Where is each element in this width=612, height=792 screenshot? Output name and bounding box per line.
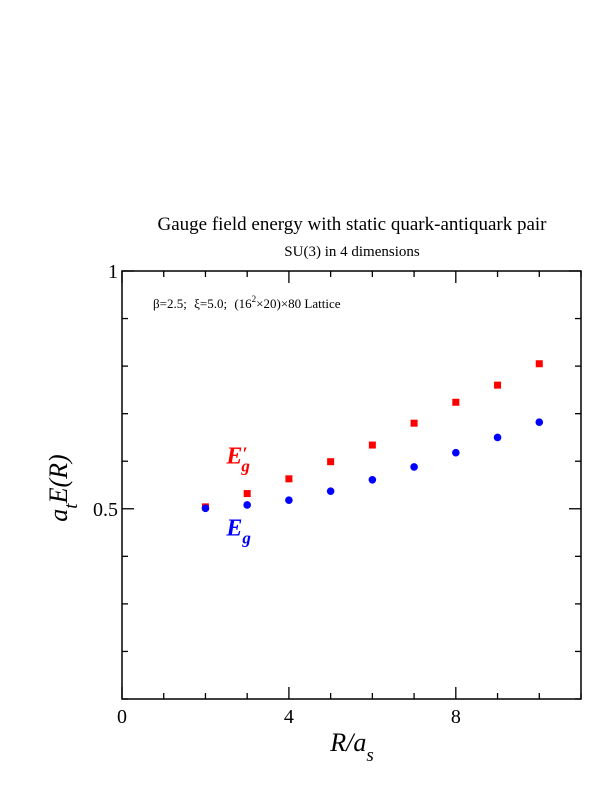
point-ground-state	[452, 448, 460, 457]
y-axis-title-a: a	[44, 509, 73, 522]
y-axis-title: atE(R)	[44, 454, 82, 521]
point-excited-state	[535, 360, 543, 368]
point-ground-state	[326, 487, 335, 495]
series-label-excited: E′ g	[225, 444, 250, 476]
point-excited-state	[285, 475, 293, 483]
axis-ticks	[121, 270, 582, 700]
y-axis-title-sub: t	[61, 503, 82, 509]
x-axis-title-main: R/a	[329, 728, 366, 757]
point-excited-state	[327, 458, 335, 466]
point-ground-state	[493, 433, 502, 442]
annotation-xi: ξ=5.0;	[194, 296, 227, 311]
chart-subtitle: SU(3) in 4 dimensions	[284, 244, 420, 260]
y-axis-title-main: E(R)	[44, 454, 73, 504]
point-ground-state	[535, 418, 544, 427]
annotation-lattice-prefix: (16	[234, 296, 252, 311]
plot-frame	[121, 270, 582, 700]
annotation-lattice-suffix: ×20)×80 Lattice	[256, 296, 341, 311]
point-ground-state	[243, 501, 251, 509]
y-tick-label: 1	[108, 261, 118, 283]
chart-title: Gauge field energy with static quark-ant…	[157, 214, 547, 235]
point-ground-state	[410, 463, 418, 471]
point-excited-state	[452, 398, 460, 406]
y-tick-label: 0.5	[93, 499, 118, 521]
series-marks	[201, 360, 544, 513]
x-tick-label: 0	[117, 706, 127, 728]
x-tick-label: 8	[451, 706, 461, 728]
point-ground-state	[285, 496, 293, 505]
series-labels: E′ g Eg	[225, 444, 251, 548]
point-excited-state	[243, 490, 251, 498]
x-tick-label: 4	[284, 706, 294, 728]
point-excited-state	[368, 441, 376, 449]
annotation-lattice-exponent: 2	[252, 294, 257, 304]
x-axis-title-sub: s	[366, 745, 373, 766]
point-excited-state	[410, 419, 418, 427]
point-ground-state	[368, 475, 377, 484]
point-ground-state	[201, 504, 210, 513]
annotation-beta: β=2.5;	[153, 296, 187, 311]
point-excited-state	[494, 381, 502, 389]
x-tick-labels: 0 4 8	[117, 706, 461, 728]
lattice-annotation: β=2.5; ξ=5.0; (162×20)×80 Lattice	[153, 294, 341, 311]
series-label-ground: Eg	[225, 515, 251, 547]
x-axis-title: R/as	[329, 728, 374, 766]
y-tick-labels: 0.51	[93, 261, 118, 521]
